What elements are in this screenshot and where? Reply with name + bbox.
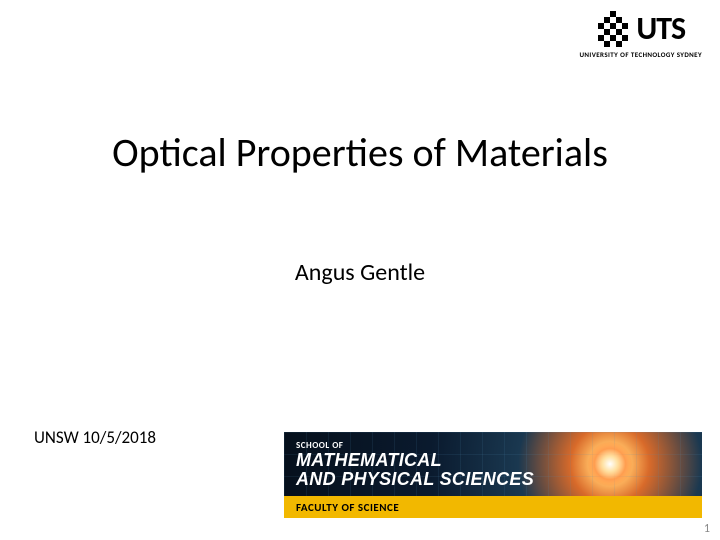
uts-crest-icon (596, 10, 630, 48)
date-label: UNSW 10/5/2018 (34, 427, 156, 448)
author-name: Angus Gentle (0, 258, 720, 287)
faculty-label: FACULTY OF SCIENCE (296, 501, 399, 514)
uts-logo-subtitle: UNIVERSITY OF TECHNOLOGY SYDNEY (579, 50, 702, 59)
slide-number: 1 (704, 522, 710, 536)
school-banner: SCHOOL OF MATHEMATICAL AND PHYSICAL SCIE… (284, 432, 702, 518)
school-name-line2: AND PHYSICAL SCIENCES (296, 470, 690, 489)
slide-title: Optical Properties of Materials (0, 128, 720, 177)
school-of-label: SCHOOL OF (296, 440, 690, 451)
school-name-line1: MATHEMATICAL (296, 451, 690, 470)
uts-logo-row: UTS (596, 10, 685, 48)
banner-bottom: FACULTY OF SCIENCE (284, 496, 702, 518)
banner-top: SCHOOL OF MATHEMATICAL AND PHYSICAL SCIE… (284, 432, 702, 496)
uts-logo: UTS UNIVERSITY OF TECHNOLOGY SYDNEY (579, 10, 702, 59)
uts-logo-text: UTS (636, 13, 685, 45)
